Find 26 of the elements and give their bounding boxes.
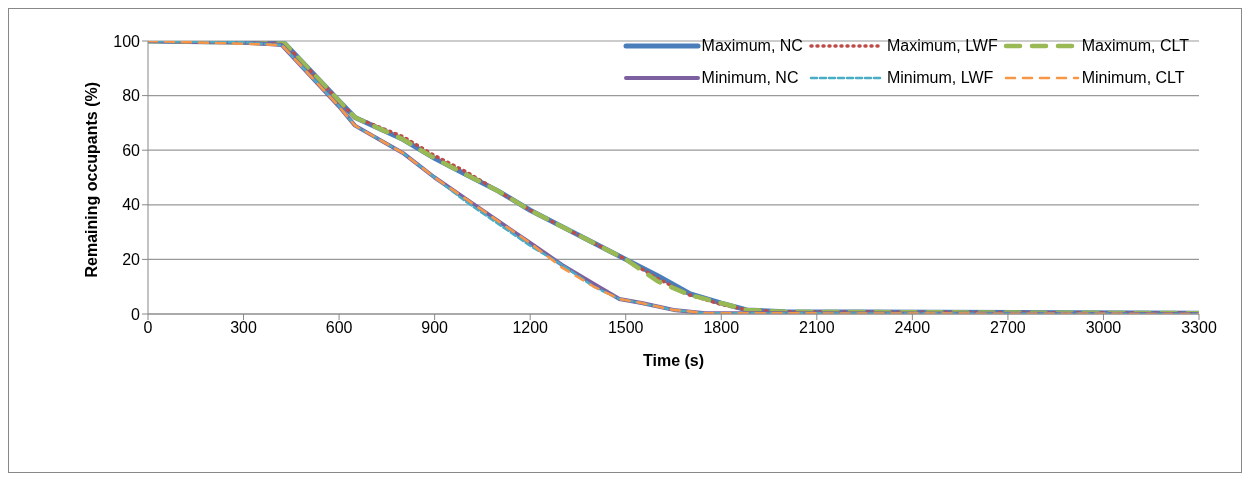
legend-label: Minimum, LWF [886, 69, 994, 87]
x-tick-label: 2100 [799, 319, 835, 337]
y-tick-label: 20 [122, 251, 141, 269]
x-tick-label: 1200 [512, 319, 549, 337]
x-tick-label: 2700 [990, 319, 1026, 337]
legend-label: Maximum, CLT [1081, 37, 1189, 55]
y-axis-title: Remaining occupants (%) [82, 81, 100, 278]
y-tick-label: 100 [113, 32, 141, 50]
legend-label: Minimum, CLT [1081, 69, 1185, 87]
y-tick-label: 60 [122, 141, 141, 159]
legend-label: Maximum, LWF [886, 37, 998, 55]
x-tick-label: 900 [421, 319, 449, 337]
y-tick-label: 80 [122, 87, 141, 105]
x-tick-label: 3000 [1085, 319, 1122, 337]
x-tick-label: 2400 [894, 319, 931, 337]
x-tick-label: 1800 [703, 319, 740, 337]
legend-label: Maximum, NC [701, 37, 803, 55]
x-axis-title: Time (s) [642, 352, 705, 369]
legend-label: Minimum, NC [701, 69, 799, 87]
x-tick-label: 300 [230, 319, 257, 337]
x-tick-label: 3300 [1181, 319, 1217, 337]
x-tick-label: 600 [325, 319, 353, 337]
y-tick-label: 40 [122, 196, 141, 214]
y-tick-label: 0 [131, 305, 141, 323]
x-tick-label: 1500 [607, 319, 644, 337]
x-tick-label: 0 [143, 319, 153, 337]
